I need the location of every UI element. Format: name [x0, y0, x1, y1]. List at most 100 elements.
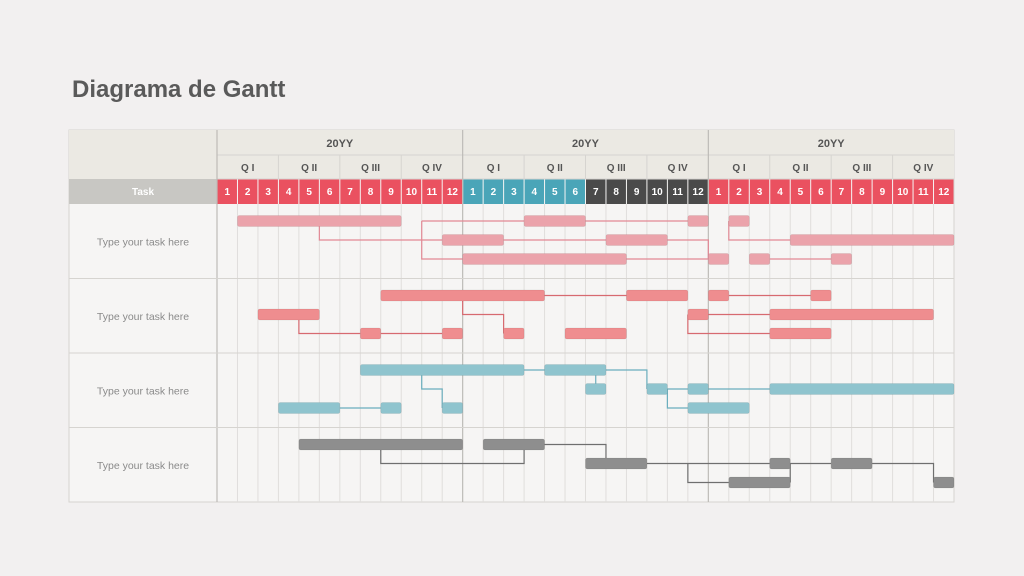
month-label: 6	[572, 187, 578, 198]
month-cell	[401, 179, 422, 204]
month-label: 10	[406, 187, 418, 198]
dependency-link	[687, 314, 770, 335]
month-label: 1	[470, 187, 476, 198]
month-label: 1	[716, 187, 722, 198]
month-label: 5	[552, 187, 558, 198]
task-bar	[646, 383, 668, 395]
task-bar	[503, 327, 525, 340]
month-cell	[217, 179, 237, 204]
month-cell	[565, 179, 585, 204]
task-bar	[626, 289, 689, 302]
task-bar	[380, 289, 545, 302]
month-label: 2	[491, 187, 497, 198]
task-bar	[585, 457, 648, 470]
quarter-label: Q IV	[913, 163, 933, 174]
month-label: 7	[347, 187, 353, 198]
task-bar	[257, 308, 320, 321]
month-cell	[831, 179, 852, 204]
month-cell	[258, 179, 278, 204]
month-cell	[463, 179, 483, 204]
month-label: 12	[938, 187, 950, 198]
task-bar	[360, 364, 525, 376]
dependency-link	[462, 295, 505, 334]
month-label: 9	[634, 187, 640, 198]
month-cell	[749, 179, 770, 204]
month-cell	[545, 179, 565, 204]
month-cell	[340, 179, 360, 204]
year-label: 20YY	[818, 138, 846, 150]
month-cell	[422, 179, 442, 204]
month-label: 6	[327, 187, 333, 198]
month-label: 11	[672, 187, 683, 198]
month-label: 12	[447, 187, 459, 198]
task-bar	[380, 402, 402, 414]
task-bar	[708, 289, 730, 302]
quarter-label: Q II	[792, 163, 808, 174]
dependency-link	[666, 389, 688, 409]
task-header-cell	[69, 179, 217, 204]
month-cell	[708, 179, 729, 204]
dependency-link	[421, 370, 443, 408]
month-label: 3	[757, 187, 763, 198]
month-label: 8	[859, 187, 865, 198]
month-cell	[647, 179, 667, 204]
month-cell	[278, 179, 299, 204]
task-bar	[687, 383, 709, 395]
quarter-label: Q III	[607, 163, 626, 174]
task-bar	[748, 253, 771, 265]
month-label: 5	[798, 187, 804, 198]
task-row-group	[237, 215, 955, 265]
row-label: Type your task here	[97, 236, 189, 248]
month-cell	[913, 179, 934, 204]
task-bar	[564, 327, 627, 340]
task-bar	[830, 457, 873, 470]
task-row-group	[257, 289, 934, 340]
quarter-label: Q I	[487, 163, 501, 174]
quarter-label: Q I	[732, 163, 746, 174]
month-label: 11	[918, 187, 929, 198]
task-bar	[544, 364, 607, 376]
dependency-link	[318, 221, 443, 241]
dependency-link	[728, 221, 791, 241]
quarter-label: Q IV	[668, 163, 688, 174]
month-cell	[811, 179, 831, 204]
dependency-link	[544, 443, 607, 464]
task-bar	[769, 383, 955, 395]
task-bar	[830, 253, 852, 265]
month-label: 9	[880, 187, 886, 198]
month-label: 4	[532, 187, 538, 198]
task-bar	[933, 476, 955, 489]
month-label: 2	[245, 187, 251, 198]
quarter-label: Q I	[241, 163, 255, 174]
month-label: 11	[427, 187, 438, 198]
month-label: 10	[652, 187, 664, 198]
month-cell	[667, 179, 688, 204]
month-label: 7	[839, 187, 845, 198]
dependency-link	[380, 444, 525, 465]
month-cell	[237, 179, 258, 204]
quarter-label: Q IV	[422, 163, 442, 174]
task-bar	[441, 327, 463, 340]
month-label: 3	[511, 187, 517, 198]
month-label: 2	[736, 187, 742, 198]
month-label: 6	[818, 187, 824, 198]
month-label: 3	[265, 187, 271, 198]
row-label: Type your task here	[97, 460, 189, 472]
year-label: 20YY	[572, 138, 600, 150]
quarter-label: Q III	[852, 163, 871, 174]
task-row-group	[278, 364, 955, 414]
month-label: 5	[306, 187, 312, 198]
task-bar	[360, 327, 382, 340]
dependency-link	[421, 221, 463, 260]
month-label: 1	[224, 187, 230, 198]
month-cell	[524, 179, 545, 204]
task-bar	[462, 253, 627, 265]
page-title: Diagrama de Gantt	[72, 76, 286, 103]
month-cell	[483, 179, 504, 204]
month-label: 4	[286, 187, 292, 198]
task-bar	[523, 215, 586, 227]
task-bar	[237, 215, 402, 227]
month-cell	[626, 179, 647, 204]
task-bar	[769, 327, 832, 340]
